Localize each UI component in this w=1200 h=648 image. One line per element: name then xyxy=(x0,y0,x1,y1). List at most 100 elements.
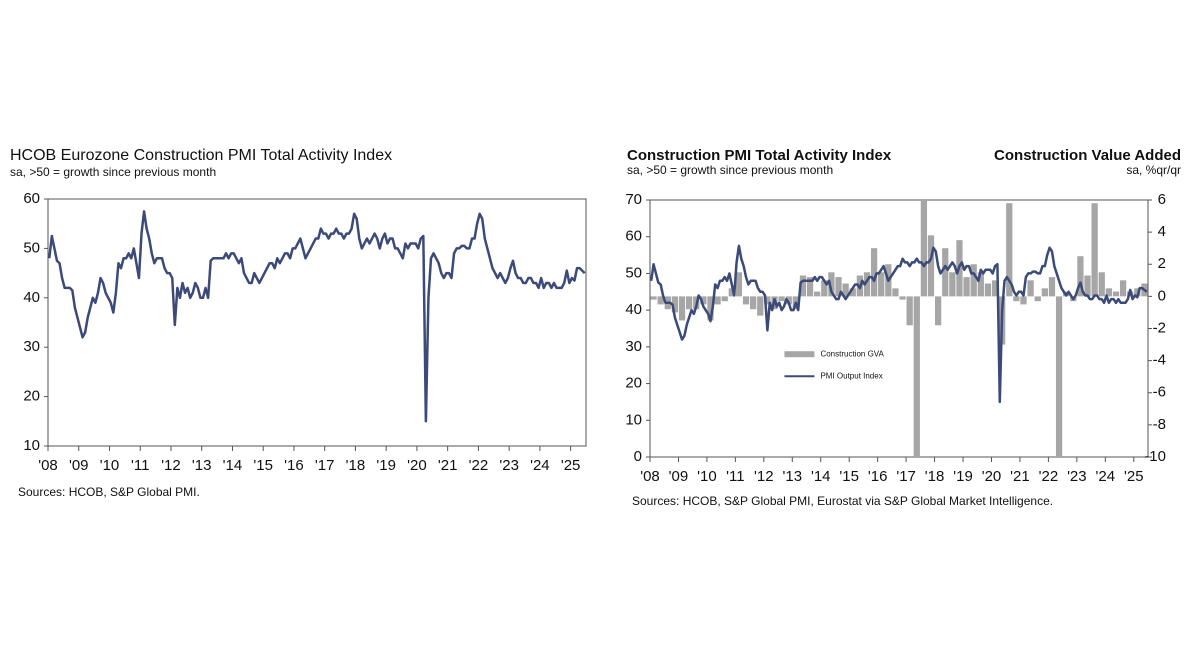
bar xyxy=(835,277,842,297)
x-tick-label: '23 xyxy=(1067,468,1087,485)
x-tick-label: '08 xyxy=(640,468,660,485)
bar xyxy=(1034,296,1041,302)
y-tick-label: 70 xyxy=(625,191,642,208)
bar xyxy=(892,288,899,297)
x-tick-label: '20 xyxy=(982,468,1002,485)
bar xyxy=(814,291,821,297)
bar xyxy=(764,296,771,305)
y-tick-label: 0 xyxy=(634,448,642,465)
x-tick-label: '17 xyxy=(315,457,335,474)
y-tick-label: 40 xyxy=(23,289,40,306)
y-tick-label: 30 xyxy=(23,338,40,355)
plot-frame xyxy=(649,199,1149,458)
bar xyxy=(949,272,956,297)
bar xyxy=(821,280,828,297)
bar xyxy=(963,277,970,297)
bar xyxy=(1041,288,1048,297)
bar xyxy=(1084,275,1091,297)
y2-title: Construction Value Added xyxy=(994,147,1181,164)
y-tick-label: 10 xyxy=(625,411,642,428)
y-tick-label: 40 xyxy=(625,301,642,318)
x-tick-label: '09 xyxy=(69,457,89,474)
bar xyxy=(650,296,657,300)
bar xyxy=(934,296,942,326)
bar xyxy=(1091,203,1098,297)
x-tick-label: '24 xyxy=(1096,468,1116,485)
bar xyxy=(785,296,792,305)
x-tick-label: '21 xyxy=(1010,468,1030,485)
y2-tick-label: 0 xyxy=(1158,287,1166,304)
x-tick-label: '25 xyxy=(1124,468,1144,485)
legend-swatch xyxy=(784,351,815,358)
bar xyxy=(1119,280,1127,297)
x-tick-label: '10 xyxy=(697,468,717,485)
bar xyxy=(984,283,992,297)
x-tick-label: '19 xyxy=(376,457,396,474)
x-tick-label: '15 xyxy=(253,457,273,474)
x-tick-label: '15 xyxy=(839,468,859,485)
y2-tick-label: -10 xyxy=(1144,448,1166,465)
data-line xyxy=(48,210,586,423)
y2-tick-label: -8 xyxy=(1153,416,1166,433)
y-tick-label: 20 xyxy=(625,375,642,392)
source-note: Sources: HCOB, S&P Global PMI. xyxy=(18,485,200,499)
bar xyxy=(721,296,728,302)
bar xyxy=(870,248,878,297)
x-tick-label: '24 xyxy=(530,457,550,474)
bar xyxy=(927,235,935,297)
bar xyxy=(1112,291,1120,297)
chart-title: Construction PMI Total Activity Index xyxy=(627,147,892,164)
x-tick-label: '09 xyxy=(669,468,689,485)
x-tick-label: '25 xyxy=(561,457,581,474)
bar xyxy=(828,272,835,297)
x-tick-label: '16 xyxy=(868,468,888,485)
bar xyxy=(799,275,807,297)
x-tick-label: '11 xyxy=(726,468,744,485)
x-tick-label: '08 xyxy=(38,457,58,474)
bar xyxy=(1006,203,1013,297)
chart-subtitle: sa, >50 = growth since previous month xyxy=(10,165,216,179)
x-tick-label: '12 xyxy=(754,468,774,485)
bar xyxy=(707,296,714,321)
data-line xyxy=(649,244,1148,404)
bar xyxy=(1098,272,1105,297)
bar xyxy=(1027,280,1034,297)
bar xyxy=(863,272,871,297)
y-tick-label: 20 xyxy=(23,388,40,405)
bar xyxy=(671,296,679,313)
x-tick-label: '10 xyxy=(100,457,120,474)
y2-subtitle: sa, %qr/qr xyxy=(1126,163,1181,177)
legend-label: PMI Output Index xyxy=(820,371,882,380)
y-tick-label: 10 xyxy=(23,437,40,454)
legend-label: Construction GVA xyxy=(820,349,884,358)
bar xyxy=(678,296,686,321)
x-tick-label: '13 xyxy=(783,468,803,485)
x-tick-label: '18 xyxy=(346,457,366,474)
y-tick-label: 30 xyxy=(625,338,642,355)
bar xyxy=(735,272,743,297)
bar xyxy=(991,280,999,297)
x-tick-label: '20 xyxy=(407,457,427,474)
bar xyxy=(806,277,814,297)
bar xyxy=(1048,277,1056,297)
x-tick-label: '11 xyxy=(131,457,149,474)
y2-tick-label: 2 xyxy=(1158,255,1166,272)
y-tick-label: 50 xyxy=(23,239,40,256)
y2-tick-label: -4 xyxy=(1153,352,1166,369)
x-tick-label: '21 xyxy=(438,457,458,474)
bar xyxy=(742,296,750,305)
x-tick-label: '12 xyxy=(161,457,181,474)
y-tick-label: 60 xyxy=(625,228,642,245)
chart-title: HCOB Eurozone Construction PMI Total Act… xyxy=(10,147,392,164)
x-tick-label: '22 xyxy=(1039,468,1059,485)
x-tick-label: '13 xyxy=(192,457,212,474)
bar xyxy=(906,296,913,326)
x-tick-label: '23 xyxy=(499,457,519,474)
bar xyxy=(1020,296,1027,305)
bar xyxy=(714,296,721,305)
x-tick-label: '16 xyxy=(284,457,304,474)
x-tick-label: '17 xyxy=(896,468,916,485)
bar xyxy=(757,296,764,316)
x-tick-label: '14 xyxy=(223,457,243,474)
bar xyxy=(970,264,977,297)
